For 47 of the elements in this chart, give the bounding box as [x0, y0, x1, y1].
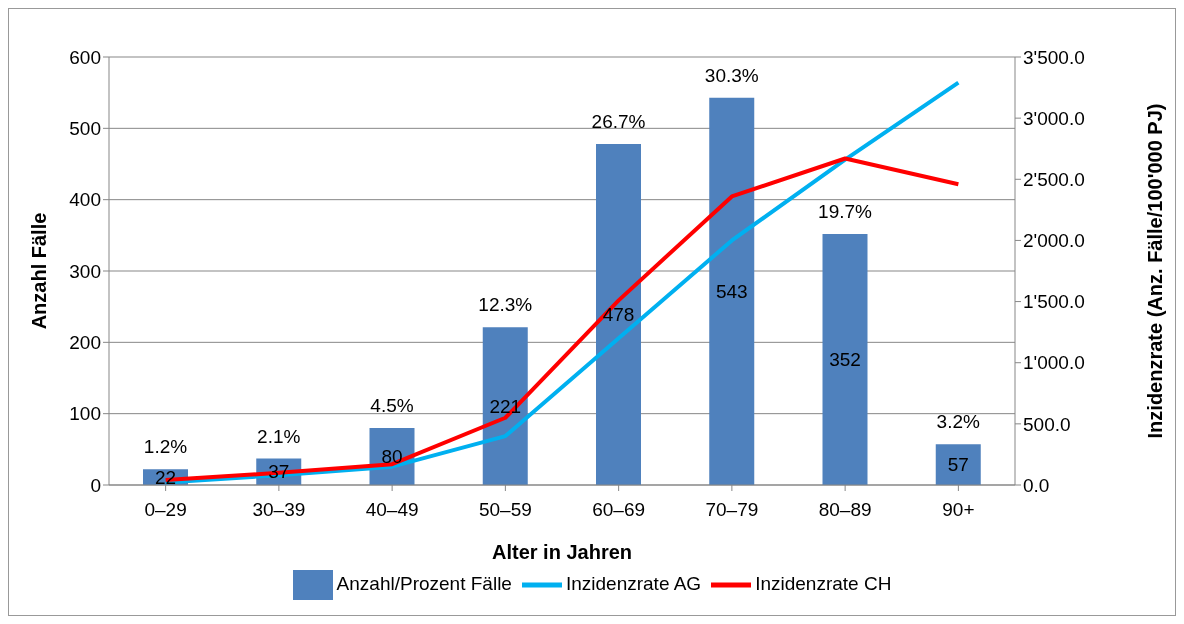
y2-axis-title: Inzidenzrate (Anz. Fälle/100'000 PJ)	[1144, 103, 1167, 439]
annotation: 4.5%	[370, 394, 414, 416]
data-label: 22	[154, 466, 177, 488]
legend-label: Inzidenzrate CH	[755, 573, 892, 595]
y-tick-label: 400	[69, 189, 101, 211]
x-tick-label: 50–59	[478, 499, 532, 521]
bar	[482, 327, 528, 485]
y-tick-label: 100	[69, 403, 101, 425]
x-tick-label: 80–89	[818, 499, 872, 521]
annotation: 12.3%	[478, 294, 533, 316]
y2-tick-label: 1'000.0	[1023, 352, 1085, 374]
y2-tick-label: 2'000.0	[1023, 230, 1085, 252]
x-tick-label: 30–39	[252, 499, 306, 521]
y-tick-label: 500	[69, 118, 101, 140]
y-tick-label: 600	[69, 46, 101, 68]
bar	[822, 233, 868, 485]
data-label: 543	[715, 280, 748, 302]
annotation: 2.1%	[257, 425, 301, 447]
y2-tick-label: 2'500.0	[1023, 169, 1085, 191]
x-tick-label: 60–69	[592, 499, 646, 521]
y2-tick-label: 1'500.0	[1023, 291, 1085, 313]
annotation: 1.2%	[143, 436, 188, 458]
legend-label: Inzidenzrate AG	[565, 573, 702, 595]
x-tick-label: 90+	[942, 499, 975, 521]
y-tick-label: 200	[69, 332, 101, 354]
y-tick-label: 0	[90, 474, 101, 496]
annotation: 3.2%	[936, 411, 981, 433]
x-tick-label: 70–79	[705, 499, 759, 521]
data-label: 57	[947, 454, 969, 476]
y2-tick-label: 500.0	[1023, 413, 1071, 435]
bar	[935, 444, 981, 485]
y-axis-title: Anzahl Fälle	[28, 212, 51, 330]
annotation: 19.7%	[818, 200, 873, 222]
bar	[709, 97, 755, 485]
y2-tick-label: 0.0	[1023, 474, 1050, 496]
y2-tick-label: 3'500.0	[1023, 46, 1085, 68]
y-tick-label: 300	[69, 260, 101, 282]
legend-label: Anzahl/Prozent Fälle	[336, 573, 512, 595]
data-label: 352	[829, 349, 861, 371]
x-tick-label: 40–49	[365, 499, 419, 521]
data-label: 80	[381, 446, 403, 468]
bar	[596, 144, 641, 485]
x-axis-title: Alter in Jahren	[491, 541, 633, 563]
annotation: 26.7%	[591, 111, 646, 133]
y2-tick-label: 3'000.0	[1023, 107, 1085, 129]
annotation: 30.3%	[704, 64, 759, 86]
x-tick-label: 0–29	[144, 499, 187, 521]
